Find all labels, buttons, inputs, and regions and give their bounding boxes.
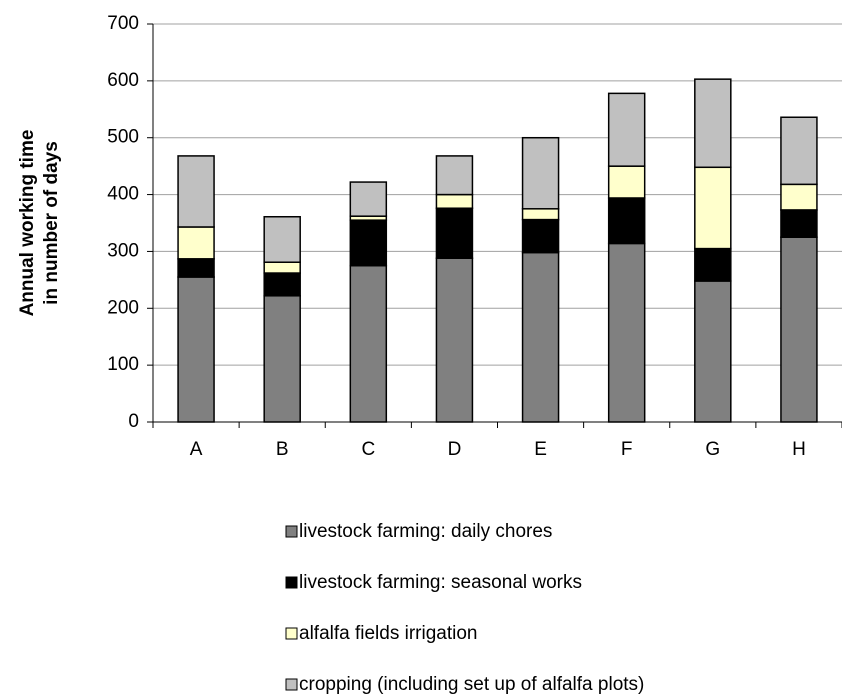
bar-segment (521, 251, 560, 423)
x-tick-label: D (448, 439, 462, 460)
x-tick-label: F (621, 439, 633, 460)
bar-segment (349, 219, 388, 267)
bar-segment (694, 166, 732, 250)
bar-segment (349, 181, 388, 217)
y-tick-label: 200 (107, 297, 139, 318)
bar-segment (435, 155, 474, 196)
y-tick-label: 700 (107, 13, 139, 34)
bar-segment (263, 272, 301, 297)
legend-swatch (285, 525, 298, 538)
bar-segment (694, 78, 732, 169)
y-axis-title: in number of days (41, 141, 62, 305)
legend-label: livestock farming: seasonal works (299, 572, 582, 593)
bar-segment (177, 258, 215, 278)
legend-label: livestock farming: daily chores (299, 521, 552, 542)
bar-segment (780, 183, 818, 211)
legend-swatch (285, 678, 298, 691)
bar-segment (694, 280, 732, 423)
bar-segment (435, 257, 474, 423)
bar-segment (521, 208, 560, 221)
bar-segment (607, 165, 646, 199)
x-tick-label: C (361, 439, 375, 460)
bar-segment (780, 116, 818, 186)
bar-segment (435, 193, 474, 209)
y-tick-label: 600 (107, 70, 139, 91)
bar-segment (607, 92, 646, 167)
legend-swatch (285, 627, 298, 640)
y-tick-label: 500 (107, 127, 139, 148)
bar-segment (521, 218, 560, 254)
bar-segment (780, 209, 818, 238)
x-tick-label: G (705, 439, 720, 460)
bar-segment (607, 242, 646, 423)
bar-segment (263, 261, 301, 274)
bar-segment (694, 247, 732, 282)
legend-swatch (285, 576, 298, 589)
y-tick-label: 300 (107, 240, 139, 261)
bar-segment (263, 215, 301, 263)
bar-segment (177, 276, 215, 423)
bar-segment (435, 207, 474, 260)
x-tick-label: H (792, 439, 806, 460)
bar-segment (780, 236, 818, 423)
bar-segment (521, 136, 560, 210)
x-tick-label: A (190, 439, 203, 460)
bar-segment (607, 197, 646, 245)
x-tick-label: E (534, 439, 547, 460)
legend-label: cropping (including set up of alfalfa pl… (299, 674, 644, 695)
y-tick-label: 100 (107, 354, 139, 375)
bar-segment (263, 295, 301, 423)
y-axis-title: Annual working time (17, 130, 38, 317)
bar-segment (177, 226, 215, 260)
y-tick-label: 400 (107, 184, 139, 205)
x-tick-label: B (276, 439, 289, 460)
bar-segment (349, 264, 388, 423)
y-tick-label: 0 (128, 411, 139, 432)
legend-label: alfalfa fields irrigation (299, 623, 477, 644)
bar-segment (177, 155, 215, 228)
